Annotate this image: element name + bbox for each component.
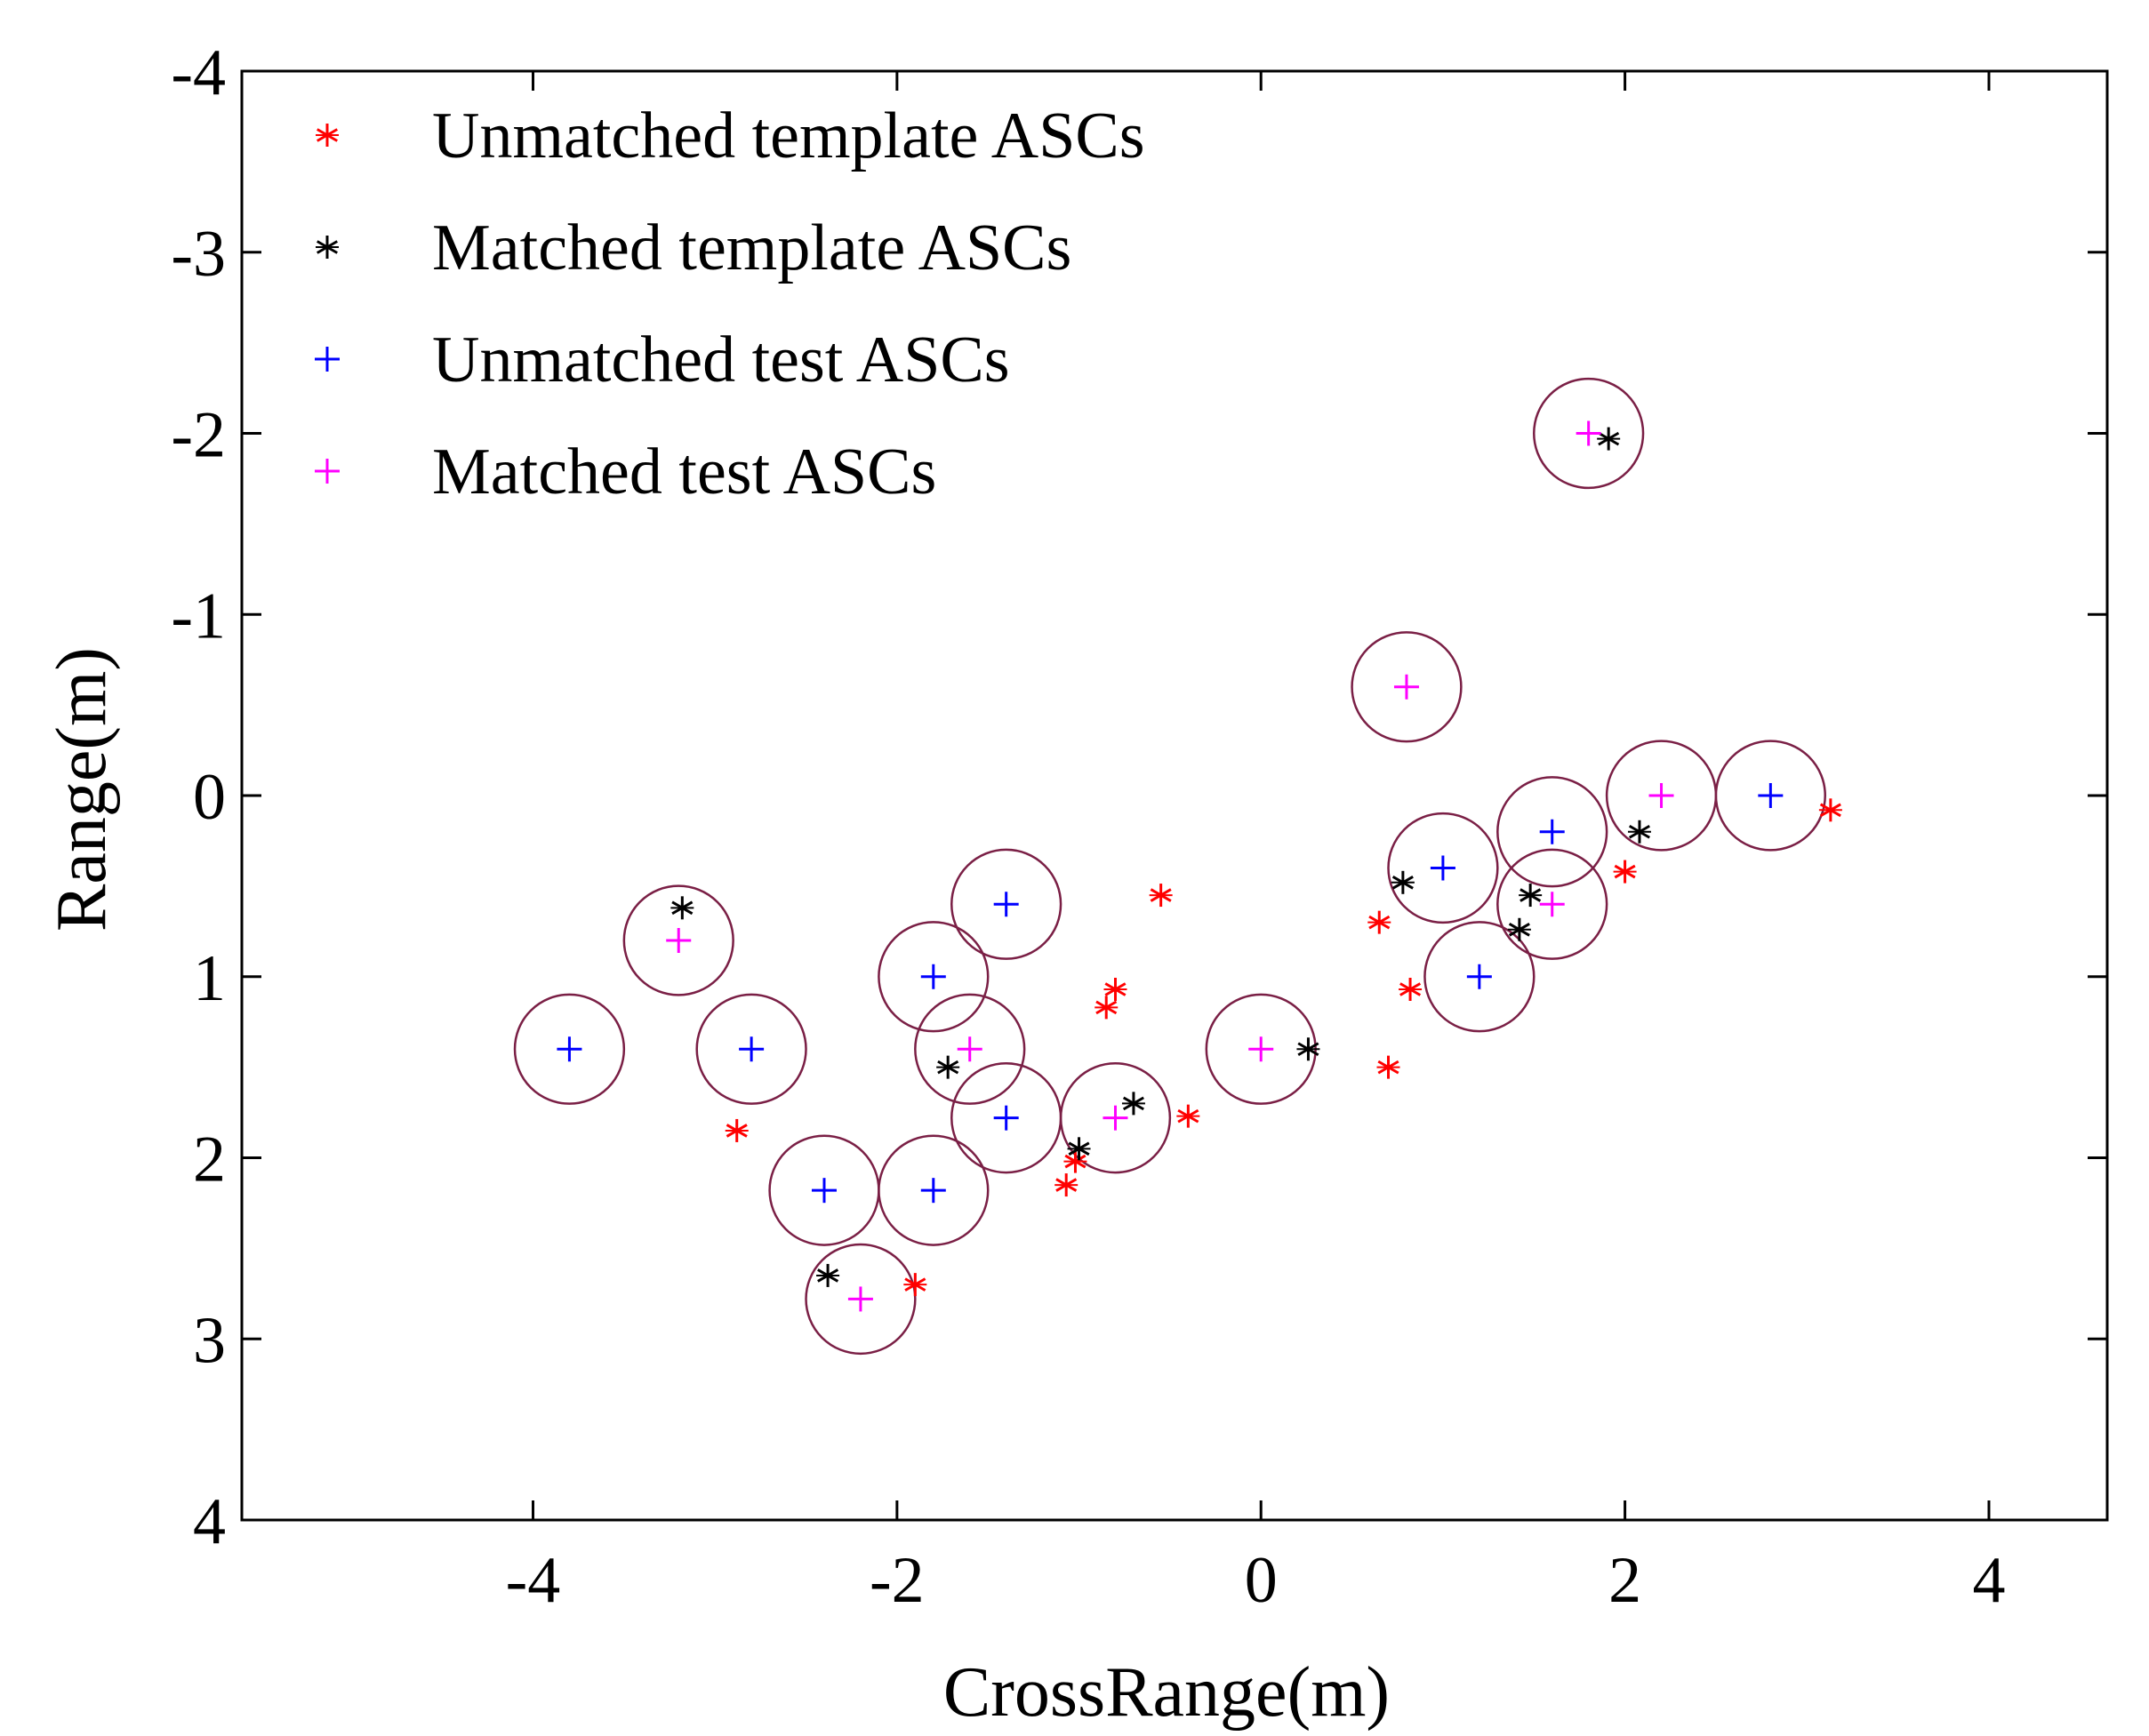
match-circle bbox=[1387, 812, 1499, 924]
x-tick-label: 4 bbox=[1972, 1544, 2005, 1617]
unmatched-template-ascs-point bbox=[1054, 1173, 1079, 1197]
matched-test-ascs-point bbox=[1248, 1036, 1274, 1062]
match-circle bbox=[1496, 776, 1608, 888]
matched-template-ascs-point bbox=[1067, 1137, 1091, 1161]
matched-template-ascs-point bbox=[936, 1055, 960, 1079]
legend-entry: Unmatched test ASCs bbox=[315, 324, 1010, 396]
matched-test-ascs-point bbox=[1576, 420, 1601, 446]
match-circle bbox=[1605, 740, 1718, 852]
match-circle bbox=[1423, 921, 1536, 1033]
legend-label: Matched template ASCs bbox=[432, 212, 1071, 284]
matched-test-ascs-point bbox=[1539, 892, 1565, 917]
x-tick-label: 2 bbox=[1608, 1544, 1641, 1617]
matched-test-ascs-point bbox=[847, 1286, 873, 1312]
match-circle bbox=[1059, 1062, 1172, 1174]
unmatched-test-ascs-point bbox=[1430, 855, 1455, 881]
axes: -4 -2 0 2 4 -4 -3 -2 -1 0 1 2 3 4 bbox=[171, 36, 2109, 1617]
unmatched-template-ascs-point bbox=[1095, 996, 1119, 1020]
match-circle bbox=[878, 921, 990, 1033]
unmatched-template-ascs-point bbox=[1613, 860, 1637, 884]
legend-marker bbox=[316, 124, 339, 147]
legend-entry: Matched template ASCs bbox=[316, 212, 1071, 284]
x-tick-label: -4 bbox=[506, 1544, 561, 1617]
matched-template-ascs-point bbox=[670, 896, 694, 920]
unmatched-template-ascs-point bbox=[725, 1118, 749, 1142]
x-tick-label: 0 bbox=[1245, 1544, 1278, 1617]
match-circle bbox=[878, 1134, 990, 1246]
legend-marker bbox=[315, 459, 340, 484]
match-circles bbox=[513, 377, 1826, 1356]
legend-marker bbox=[315, 347, 340, 372]
unmatched-test-ascs-point bbox=[739, 1036, 765, 1062]
match-circle bbox=[914, 993, 1026, 1105]
y-tick-label: 4 bbox=[193, 1485, 226, 1558]
unmatched-template-ascs-point bbox=[1399, 978, 1423, 1002]
y-axis-label: Range(m) bbox=[43, 647, 121, 932]
matched-template-ascs-point bbox=[1121, 1092, 1145, 1116]
matched-test-ascs-point bbox=[957, 1036, 982, 1062]
unmatched-template-ascs-point bbox=[1818, 798, 1842, 822]
y-tick-label: -2 bbox=[171, 399, 226, 472]
y-tick-label: -3 bbox=[171, 218, 226, 291]
legend-entry: Matched test ASCs bbox=[315, 436, 936, 508]
matched-template-ascs-point bbox=[1597, 427, 1621, 451]
y-tick-label: -1 bbox=[171, 580, 226, 652]
matched-template-ascs-point bbox=[816, 1263, 840, 1287]
match-circle bbox=[1351, 631, 1463, 743]
match-circle bbox=[950, 848, 1062, 960]
data-markers bbox=[557, 420, 1842, 1312]
matched-test-ascs-point bbox=[1103, 1105, 1128, 1131]
y-tick-label: 2 bbox=[193, 1124, 226, 1196]
legend-marker bbox=[316, 236, 339, 259]
unmatched-test-ascs-point bbox=[811, 1178, 837, 1204]
y-tick-label: 3 bbox=[193, 1304, 226, 1377]
legend-label: Matched test ASCs bbox=[432, 436, 936, 508]
x-tick-label: -2 bbox=[870, 1544, 925, 1617]
matched-template-ascs-point bbox=[1519, 884, 1543, 908]
matched-template-ascs-point bbox=[1507, 917, 1531, 941]
matched-test-ascs-point bbox=[666, 928, 692, 953]
unmatched-template-ascs-point bbox=[1103, 978, 1127, 1002]
matched-test-ascs-point bbox=[1648, 783, 1674, 808]
legend-label: Unmatched test ASCs bbox=[432, 324, 1010, 396]
unmatched-test-ascs-point bbox=[920, 964, 946, 989]
y-tick-label: -4 bbox=[171, 36, 226, 109]
y-tick-label: 0 bbox=[193, 761, 226, 834]
matched-template-ascs-point bbox=[1627, 820, 1651, 844]
match-circle bbox=[695, 993, 807, 1105]
match-circle bbox=[513, 993, 626, 1105]
match-circle bbox=[1496, 848, 1608, 960]
legend-label: Unmatched template ASCs bbox=[432, 100, 1145, 172]
unmatched-test-ascs-point bbox=[993, 892, 1019, 917]
unmatched-test-ascs-point bbox=[1466, 964, 1492, 989]
unmatched-test-ascs-point bbox=[557, 1036, 582, 1062]
match-circle bbox=[622, 884, 734, 996]
unmatched-template-ascs-point bbox=[1367, 910, 1391, 934]
unmatched-test-ascs-point bbox=[1539, 819, 1565, 844]
y-tick-label: 1 bbox=[193, 942, 226, 1015]
match-circle bbox=[805, 1243, 917, 1356]
unmatched-template-ascs-point bbox=[1149, 884, 1173, 908]
unmatched-template-ascs-point bbox=[903, 1273, 927, 1297]
unmatched-test-ascs-point bbox=[993, 1105, 1019, 1131]
unmatched-template-ascs-point bbox=[1063, 1149, 1087, 1173]
matched-test-ascs-point bbox=[1393, 674, 1419, 700]
legend-entry: Unmatched template ASCs bbox=[316, 100, 1145, 172]
matched-template-ascs-point bbox=[1296, 1037, 1320, 1061]
match-circle bbox=[1532, 377, 1645, 490]
matched-template-ascs-point bbox=[1391, 870, 1415, 894]
unmatched-test-ascs-point bbox=[1758, 783, 1784, 808]
unmatched-test-ascs-point bbox=[920, 1178, 946, 1204]
unmatched-template-ascs-point bbox=[1176, 1104, 1200, 1128]
x-axis-label: CrossRange(m) bbox=[943, 1653, 1390, 1732]
legend: Unmatched template ASCs Matched template … bbox=[315, 100, 1145, 508]
unmatched-template-ascs-point bbox=[1376, 1055, 1400, 1079]
